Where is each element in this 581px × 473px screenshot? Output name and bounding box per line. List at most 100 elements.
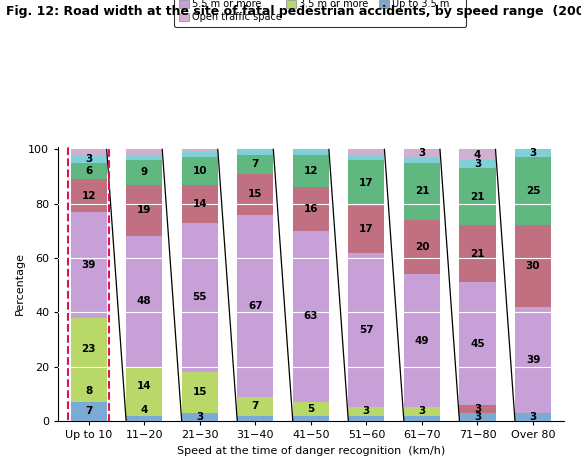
Bar	[71, 163, 107, 179]
Bar	[182, 149, 218, 152]
Bar	[237, 155, 273, 174]
Text: 17: 17	[359, 178, 374, 188]
Text: 48: 48	[137, 297, 152, 307]
Text: 3: 3	[418, 149, 425, 158]
Bar	[349, 155, 385, 160]
Text: 3: 3	[85, 154, 92, 164]
Text: 3: 3	[474, 404, 481, 414]
Text: 8: 8	[85, 386, 92, 396]
Bar	[404, 416, 440, 421]
Bar	[71, 318, 107, 380]
Text: 6: 6	[85, 166, 92, 176]
Bar	[404, 274, 440, 407]
Bar	[71, 402, 107, 421]
Text: 49: 49	[415, 336, 429, 346]
Text: 7: 7	[85, 406, 92, 416]
Bar	[404, 158, 440, 163]
Bar	[515, 413, 551, 421]
Bar	[237, 416, 273, 421]
X-axis label: Speed at the time of danger recognition  (km/h): Speed at the time of danger recognition …	[177, 446, 445, 455]
Bar	[182, 158, 218, 184]
Bar	[237, 215, 273, 396]
Bar	[293, 187, 329, 231]
Bar	[404, 149, 440, 158]
Text: 3: 3	[474, 159, 481, 169]
Bar	[349, 160, 385, 206]
Text: 3: 3	[529, 412, 537, 422]
Bar	[404, 220, 440, 274]
Bar	[460, 413, 496, 421]
Text: 17: 17	[359, 225, 374, 235]
Text: 5: 5	[307, 404, 314, 414]
Text: 39: 39	[526, 355, 540, 365]
Bar	[515, 307, 551, 413]
Bar	[182, 372, 218, 413]
Text: 25: 25	[526, 186, 540, 196]
Bar	[71, 149, 107, 155]
Text: 12: 12	[304, 166, 318, 176]
Text: 3: 3	[474, 412, 481, 422]
Y-axis label: Percentage: Percentage	[15, 252, 26, 315]
Text: 7: 7	[252, 401, 259, 411]
Bar	[126, 405, 162, 416]
Text: 21: 21	[470, 249, 485, 259]
Bar	[71, 212, 107, 318]
Bar	[126, 155, 162, 160]
Text: 4: 4	[474, 150, 481, 160]
Bar	[126, 184, 162, 236]
Text: 21: 21	[470, 192, 485, 202]
Bar	[182, 413, 218, 421]
Bar	[349, 416, 385, 421]
Bar	[237, 149, 273, 155]
Bar	[404, 163, 440, 220]
Text: 45: 45	[470, 339, 485, 349]
Bar	[460, 160, 496, 168]
Bar	[460, 168, 496, 226]
Bar	[460, 149, 496, 160]
Bar	[515, 158, 551, 226]
Text: 67: 67	[248, 300, 263, 311]
Bar	[293, 149, 329, 155]
Bar	[182, 184, 218, 223]
Text: 15: 15	[192, 387, 207, 397]
Bar	[349, 253, 385, 407]
Bar	[293, 231, 329, 402]
Text: 12: 12	[81, 191, 96, 201]
Text: 7: 7	[252, 159, 259, 169]
Bar	[460, 226, 496, 282]
Text: 57: 57	[359, 325, 374, 335]
Bar	[293, 402, 329, 416]
Text: 20: 20	[415, 242, 429, 252]
Bar	[460, 282, 496, 405]
Bar	[182, 223, 218, 372]
Bar	[126, 416, 162, 421]
Text: 14: 14	[192, 199, 207, 209]
Text: 3: 3	[418, 406, 425, 416]
Text: 9: 9	[141, 167, 148, 177]
Text: 21: 21	[415, 186, 429, 196]
Bar	[126, 236, 162, 367]
Bar	[293, 155, 329, 187]
Text: 30: 30	[526, 261, 540, 271]
Text: 55: 55	[192, 292, 207, 302]
Text: 23: 23	[81, 344, 96, 354]
Bar	[182, 152, 218, 158]
Text: 10: 10	[192, 166, 207, 176]
Bar	[126, 149, 162, 155]
Text: 3: 3	[363, 406, 370, 416]
Bar	[515, 149, 551, 158]
Bar	[349, 206, 385, 253]
Text: 3: 3	[196, 412, 203, 422]
Bar	[71, 179, 107, 212]
Bar	[404, 407, 440, 416]
Bar	[71, 380, 107, 402]
Bar	[515, 226, 551, 307]
Bar	[349, 149, 385, 155]
Bar	[349, 407, 385, 416]
Bar	[293, 416, 329, 421]
Bar	[237, 396, 273, 416]
Text: 4: 4	[141, 405, 148, 415]
Bar	[71, 155, 107, 163]
Bar	[126, 367, 162, 405]
Bar	[237, 174, 273, 215]
